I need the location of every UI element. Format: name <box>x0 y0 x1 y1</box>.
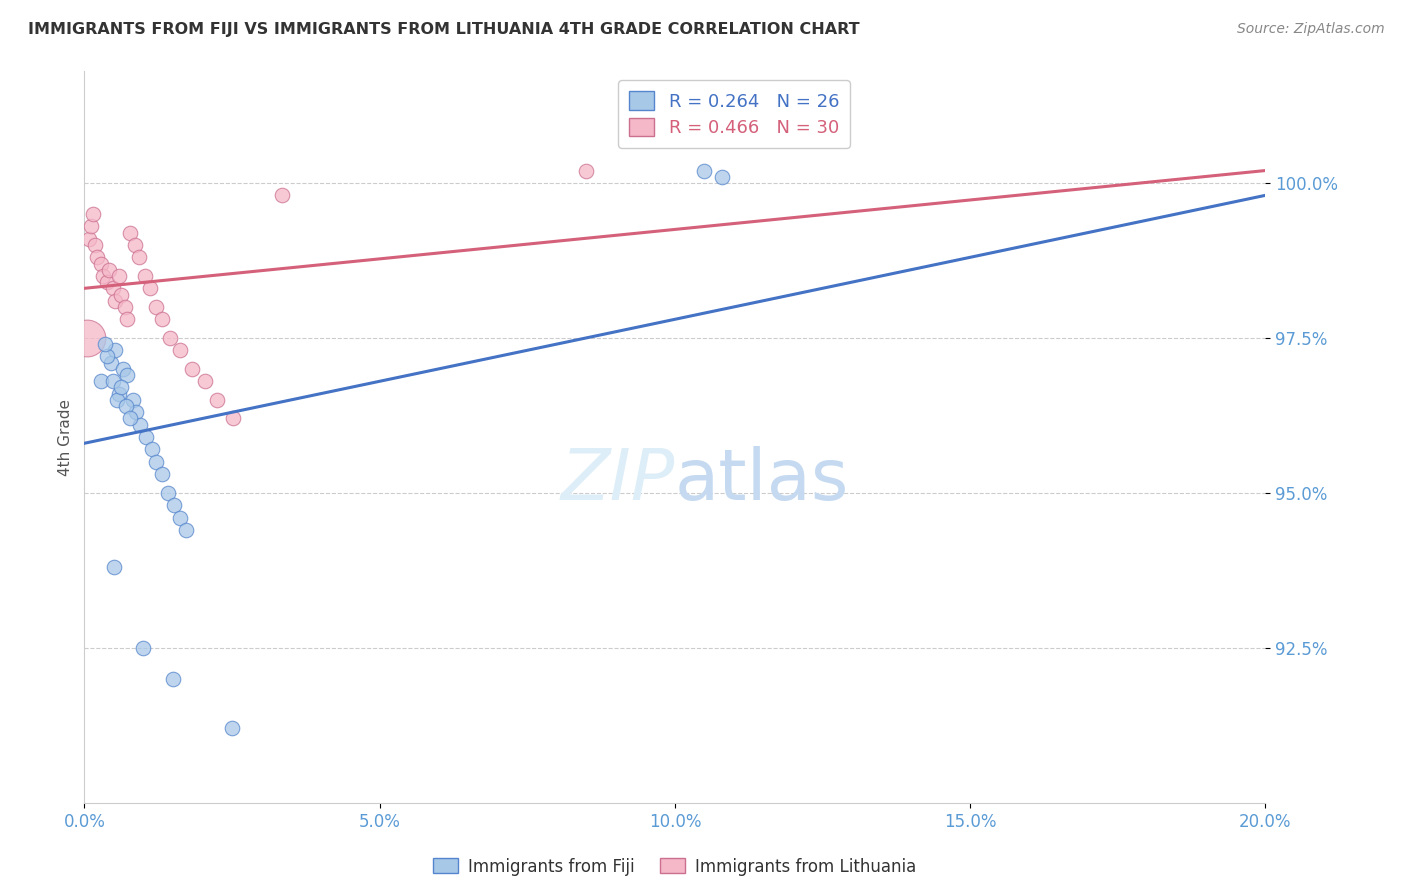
Point <box>271 188 294 202</box>
Point <box>159 331 181 345</box>
Point <box>120 226 142 240</box>
Point <box>77 232 100 246</box>
Point <box>129 417 152 432</box>
Point <box>82 207 104 221</box>
Point <box>110 380 132 394</box>
Point <box>124 238 146 252</box>
Point <box>150 467 173 482</box>
Point <box>84 238 107 252</box>
Point <box>96 350 118 364</box>
Point <box>163 498 186 512</box>
Point <box>96 275 118 289</box>
Point <box>86 250 108 264</box>
Point <box>575 163 598 178</box>
Point <box>180 362 202 376</box>
Point <box>693 163 716 178</box>
Point <box>150 312 173 326</box>
Point <box>145 300 167 314</box>
Text: IMMIGRANTS FROM FIJI VS IMMIGRANTS FROM LITHUANIA 4TH GRADE CORRELATION CHART: IMMIGRANTS FROM FIJI VS IMMIGRANTS FROM … <box>28 22 859 37</box>
Point <box>162 672 184 686</box>
Point <box>90 374 112 388</box>
Point <box>76 331 98 345</box>
Point <box>711 169 734 184</box>
Point <box>120 411 142 425</box>
Text: atlas: atlas <box>675 447 849 516</box>
Point <box>132 640 155 655</box>
Point <box>104 343 127 358</box>
Point <box>111 362 134 376</box>
Point <box>194 374 217 388</box>
Point <box>91 268 114 283</box>
Text: Source: ZipAtlas.com: Source: ZipAtlas.com <box>1237 22 1385 37</box>
Legend: Immigrants from Fiji, Immigrants from Lithuania: Immigrants from Fiji, Immigrants from Li… <box>427 851 922 882</box>
Point <box>139 281 162 295</box>
Point <box>134 268 156 283</box>
Point <box>174 523 197 537</box>
Y-axis label: 4th Grade: 4th Grade <box>58 399 73 475</box>
Point <box>104 293 127 308</box>
Point <box>103 560 125 574</box>
Point <box>107 268 129 283</box>
Point <box>115 312 138 326</box>
Point <box>114 300 136 314</box>
Point <box>169 343 191 358</box>
Point <box>125 405 148 419</box>
Point <box>80 219 103 234</box>
Point <box>100 356 122 370</box>
Point <box>222 411 245 425</box>
Point <box>94 337 117 351</box>
Point <box>114 399 136 413</box>
Point <box>121 392 143 407</box>
Point <box>205 392 228 407</box>
Point <box>135 430 157 444</box>
Point <box>105 392 128 407</box>
Point <box>101 374 124 388</box>
Point <box>107 386 129 401</box>
Point <box>221 722 243 736</box>
Point <box>157 486 180 500</box>
Point <box>115 368 138 383</box>
Point <box>128 250 150 264</box>
Point <box>145 455 167 469</box>
Point <box>110 287 132 301</box>
Point <box>101 281 124 295</box>
Point <box>141 442 163 457</box>
Point <box>169 510 191 524</box>
Point <box>98 262 121 277</box>
Point <box>90 256 112 270</box>
Text: ZIP: ZIP <box>561 447 675 516</box>
